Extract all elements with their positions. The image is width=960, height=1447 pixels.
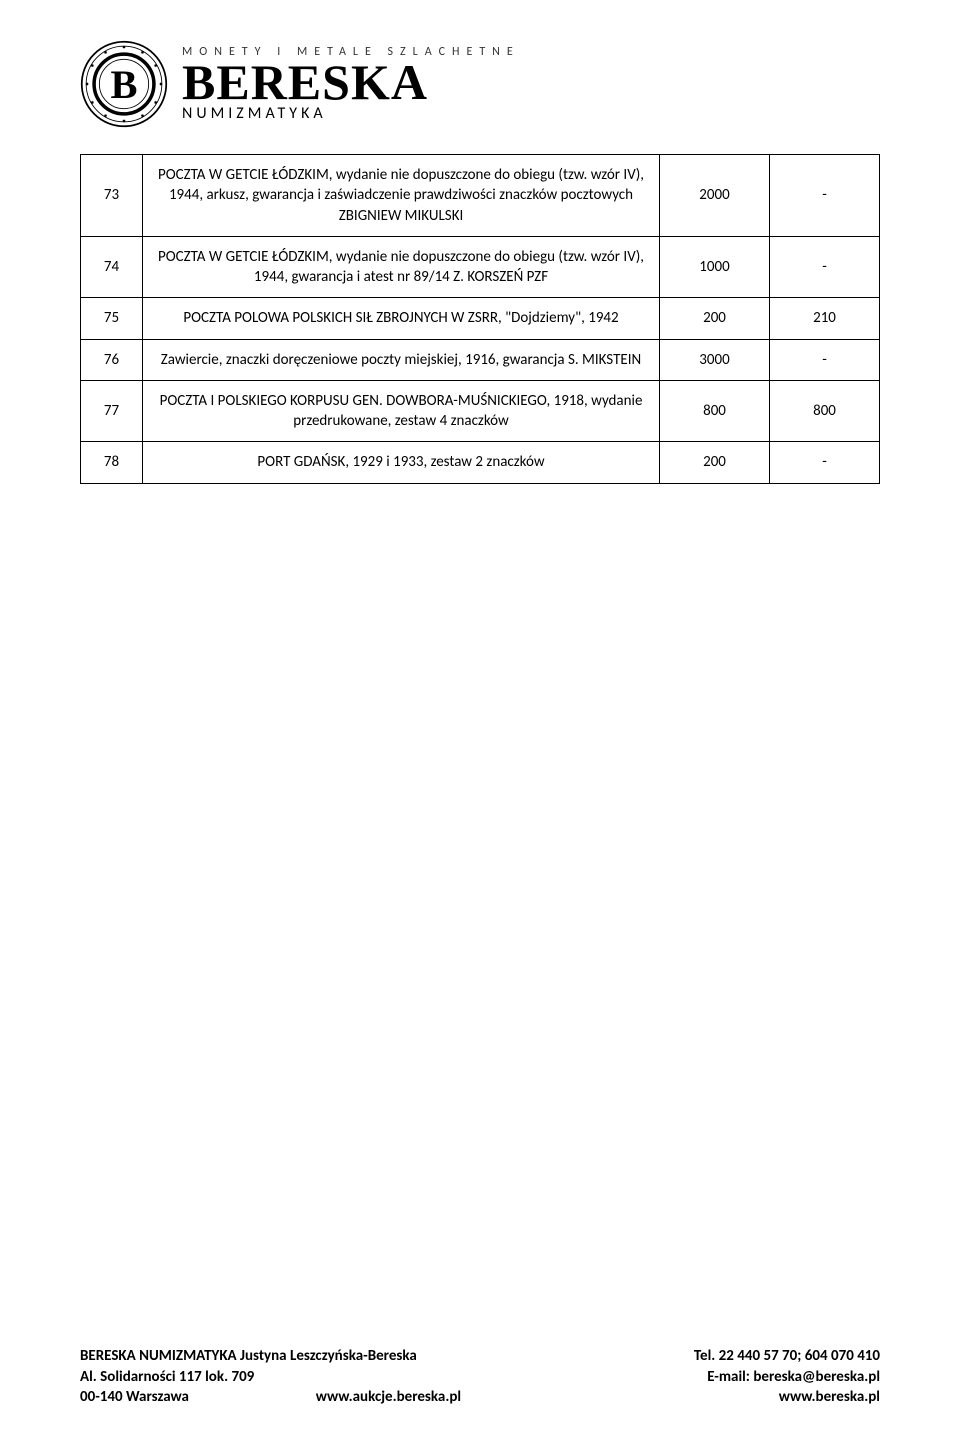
- logo-text-block: MONETY I METALE SZLACHETNE BERESKA NUMIZ…: [182, 45, 520, 124]
- price-end-cell: -: [770, 442, 880, 483]
- price-start-cell: 200: [660, 442, 770, 483]
- lot-description-cell: POCZTA W GETCIE ŁÓDZKIM, wydanie nie dop…: [143, 236, 660, 298]
- footer-email: E-mail: bereska@bereska.pl: [694, 1367, 880, 1387]
- price-end-cell: 800: [770, 380, 880, 442]
- footer-right: Tel. 22 440 57 70; 604 070 410 E-mail: b…: [694, 1346, 880, 1407]
- table-row: 78PORT GDAŃSK, 1929 i 1933, zestaw 2 zna…: [81, 442, 880, 483]
- seal-letter: B: [111, 62, 138, 107]
- price-end-cell: -: [770, 339, 880, 380]
- footer-url: www.bereska.pl: [694, 1387, 880, 1407]
- price-start-cell: 3000: [660, 339, 770, 380]
- lot-description-cell: POCZTA I POLSKIEGO KORPUSU GEN. DOWBORA-…: [143, 380, 660, 442]
- footer-company-name: BERESKA NUMIZMATYKA Justyna Leszczyńska-…: [80, 1346, 461, 1366]
- lot-number-cell: 78: [81, 442, 143, 483]
- price-end-cell: 210: [770, 298, 880, 339]
- lot-description-cell: POCZTA W GETCIE ŁÓDZKIM, wydanie nie dop…: [143, 155, 660, 237]
- lot-description-cell: Zawiercie, znaczki doręczeniowe poczty m…: [143, 339, 660, 380]
- lot-number-cell: 77: [81, 380, 143, 442]
- footer-address-line1: Al. Solidarności 117 lok. 709: [80, 1367, 461, 1387]
- lot-description-cell: POCZTA POLOWA POLSKICH SIŁ ZBROJNYCH W Z…: [143, 298, 660, 339]
- lot-number-cell: 74: [81, 236, 143, 298]
- lot-number-cell: 73: [81, 155, 143, 237]
- page-footer: BERESKA NUMIZMATYKA Justyna Leszczyńska-…: [80, 1346, 880, 1407]
- lot-number-cell: 76: [81, 339, 143, 380]
- catalog-table: 73POCZTA W GETCIE ŁÓDZKIM, wydanie nie d…: [80, 154, 880, 484]
- price-start-cell: 1000: [660, 236, 770, 298]
- footer-left: BERESKA NUMIZMATYKA Justyna Leszczyńska-…: [80, 1346, 461, 1407]
- table-row: 76Zawiercie, znaczki doręczeniowe poczty…: [81, 339, 880, 380]
- table-row: 77POCZTA I POLSKIEGO KORPUSU GEN. DOWBOR…: [81, 380, 880, 442]
- table-row: 74POCZTA W GETCIE ŁÓDZKIM, wydanie nie d…: [81, 236, 880, 298]
- price-start-cell: 2000: [660, 155, 770, 237]
- logo-brand: BERESKA: [182, 59, 520, 107]
- footer-center-url: www.aukcje.bereska.pl: [316, 1388, 461, 1406]
- price-end-cell: -: [770, 155, 880, 237]
- table-row: 73POCZTA W GETCIE ŁÓDZKIM, wydanie nie d…: [81, 155, 880, 237]
- lot-number-cell: 75: [81, 298, 143, 339]
- price-start-cell: 200: [660, 298, 770, 339]
- footer-phone: Tel. 22 440 57 70; 604 070 410: [694, 1346, 880, 1366]
- lot-description-cell: PORT GDAŃSK, 1929 i 1933, zestaw 2 znacz…: [143, 442, 660, 483]
- logo-sub: NUMIZMATYKA: [182, 104, 520, 123]
- catalog-table-body: 73POCZTA W GETCIE ŁÓDZKIM, wydanie nie d…: [81, 155, 880, 484]
- price-start-cell: 800: [660, 380, 770, 442]
- logo-seal-icon: B: [80, 40, 168, 128]
- footer-address-line2: 00-140 Warszawa: [80, 1388, 189, 1406]
- price-end-cell: -: [770, 236, 880, 298]
- header-logo: B MONETY I METALE SZLACHETNE BERESKA NUM…: [80, 40, 880, 128]
- table-row: 75POCZTA POLOWA POLSKICH SIŁ ZBROJNYCH W…: [81, 298, 880, 339]
